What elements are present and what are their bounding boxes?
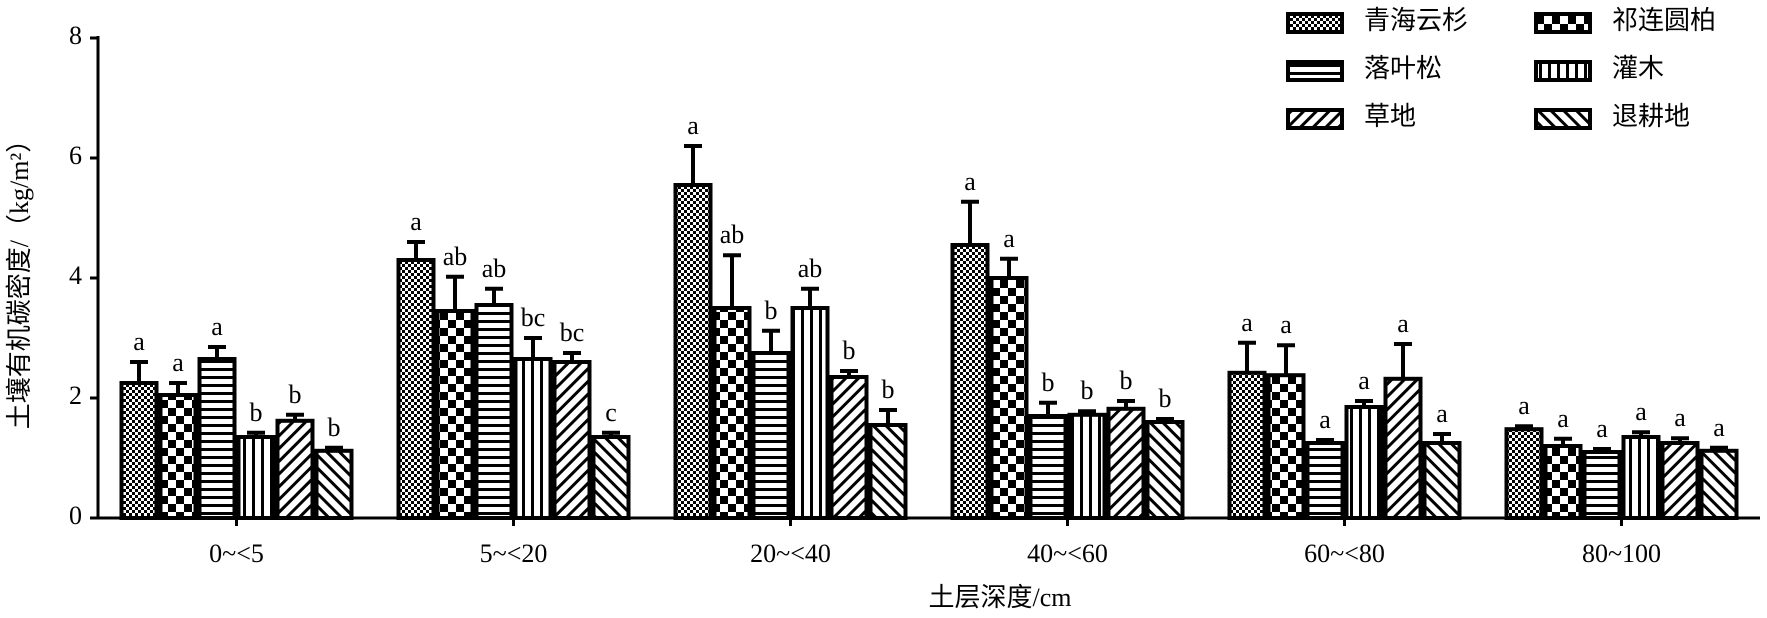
significance-letter: ab <box>482 254 507 283</box>
significance-letter: b <box>1081 376 1094 405</box>
legend-swatch <box>1534 12 1592 34</box>
significance-letter: a <box>687 111 699 140</box>
significance-letter: bc <box>521 303 546 332</box>
significance-letter: a <box>1557 404 1569 433</box>
bar <box>1699 448 1739 520</box>
bar <box>1344 405 1384 520</box>
bar <box>1266 373 1306 521</box>
x-axis-label: 土层深度/cm <box>929 583 1072 612</box>
x-tick-label: 60~<80 <box>1304 539 1385 568</box>
legend-label: 祁连圆柏 <box>1612 6 1716 35</box>
significance-letter: a <box>211 312 223 341</box>
bar <box>868 423 908 520</box>
significance-letter: b <box>882 375 895 404</box>
bar <box>513 357 553 520</box>
bar <box>712 306 752 520</box>
significance-letter: ab <box>798 254 823 283</box>
bar <box>1028 414 1068 520</box>
x-tick-label: 20~<40 <box>750 539 831 568</box>
legend-swatch <box>1286 12 1344 34</box>
legend-swatch <box>1534 108 1592 130</box>
bar <box>158 393 198 520</box>
bar <box>829 375 869 520</box>
significance-letter: a <box>133 327 145 356</box>
bar <box>1621 435 1661 520</box>
bar <box>236 435 276 520</box>
x-tick-label: 5~<20 <box>480 539 548 568</box>
bar <box>1145 420 1185 520</box>
significance-letter: a <box>964 167 976 196</box>
x-tick-label: 0~<5 <box>209 539 264 568</box>
bar <box>1660 441 1700 520</box>
significance-letter: a <box>1358 366 1370 395</box>
significance-letter: c <box>605 398 617 427</box>
bar <box>552 360 592 520</box>
significance-letter: a <box>1596 414 1608 443</box>
significance-letter: a <box>1280 310 1292 339</box>
bar <box>751 351 791 520</box>
significance-letter: a <box>172 348 184 377</box>
bar <box>790 306 830 520</box>
significance-letter: b <box>1120 366 1133 395</box>
y-axis-label: 土壤有机碳密度/（kg/m²） <box>5 127 34 429</box>
y-tick-label: 4 <box>69 261 82 290</box>
y-tick-label: 6 <box>69 141 82 170</box>
significance-letter: a <box>1674 403 1686 432</box>
legend-label: 落叶松 <box>1364 54 1442 83</box>
x-tick-label: 40~<60 <box>1027 539 1108 568</box>
significance-letter: b <box>765 296 778 325</box>
significance-letter: a <box>1319 405 1331 434</box>
bar <box>673 183 713 520</box>
x-tick-label: 80~100 <box>1582 539 1661 568</box>
significance-letter: a <box>1635 397 1647 426</box>
significance-letter: a <box>410 207 422 236</box>
bar <box>1106 406 1146 520</box>
legend-label: 青海云杉 <box>1364 6 1468 35</box>
y-tick-label: 8 <box>69 21 82 50</box>
bar <box>119 381 159 520</box>
bar <box>197 357 237 520</box>
bar <box>1227 370 1267 520</box>
y-tick-label: 0 <box>69 501 82 530</box>
bar <box>1383 376 1423 520</box>
bar <box>950 243 990 520</box>
bar <box>1582 450 1622 520</box>
bar <box>989 276 1029 520</box>
significance-letter: b <box>1159 384 1172 413</box>
bar <box>396 258 436 520</box>
bar <box>435 309 475 520</box>
bar <box>474 303 514 520</box>
significance-letter: a <box>1436 399 1448 428</box>
bar <box>1543 444 1583 520</box>
significance-letter: a <box>1713 413 1725 442</box>
significance-letter: a <box>1003 224 1015 253</box>
bar <box>1067 412 1107 520</box>
significance-letter: a <box>1397 309 1409 338</box>
legend-label: 草地 <box>1364 102 1416 131</box>
significance-letter: b <box>843 336 856 365</box>
legend-label: 退耕地 <box>1612 102 1690 131</box>
significance-letter: b <box>250 398 263 427</box>
significance-letter: ab <box>443 242 468 271</box>
bar <box>591 435 631 520</box>
legend-swatch <box>1286 60 1344 82</box>
legend-swatch <box>1534 60 1592 82</box>
significance-letter: b <box>1042 368 1055 397</box>
bar <box>1305 441 1345 520</box>
y-tick-label: 2 <box>69 381 82 410</box>
significance-letter: a <box>1518 391 1530 420</box>
legend-swatch <box>1286 108 1344 130</box>
significance-letter: b <box>289 380 302 409</box>
bar <box>275 418 315 520</box>
bar <box>1422 441 1462 520</box>
significance-letter: a <box>1241 308 1253 337</box>
significance-letter: bc <box>560 318 585 347</box>
bar <box>314 448 354 520</box>
bar <box>1504 427 1544 521</box>
legend-label: 灌木 <box>1612 54 1664 83</box>
significance-letter: ab <box>720 220 745 249</box>
significance-letter: b <box>328 413 341 442</box>
